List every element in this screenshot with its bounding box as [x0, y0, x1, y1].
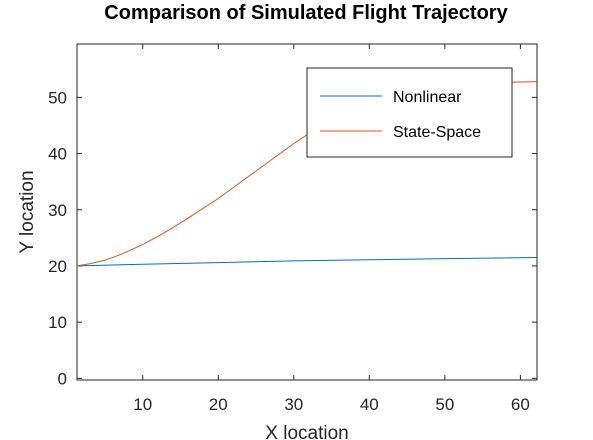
y-axis: 0 10 20 30 40 50: [48, 88, 537, 388]
legend-box: [306, 67, 513, 158]
y-tick-label: 30: [48, 201, 67, 220]
x-tick-label: 10: [133, 395, 152, 414]
x-axis-label: X location: [265, 423, 348, 440]
legend-label-state-space: State-Space: [393, 124, 481, 141]
series-line-nonlinear: [76, 257, 538, 267]
x-tick-label: 60: [511, 395, 530, 414]
y-tick-label: 0: [58, 369, 67, 388]
y-tick-label: 20: [48, 257, 67, 276]
x-tick-label: 30: [284, 395, 303, 414]
y-tick-label: 50: [48, 88, 67, 107]
y-tick-label: 10: [48, 313, 67, 332]
legend: Nonlinear State-Space: [306, 67, 513, 158]
x-axis: 10 20 30 40 50 60: [133, 44, 530, 414]
y-axis-label: Y location: [17, 170, 38, 253]
x-tick-label: 20: [209, 395, 228, 414]
chart-title: Comparison of Simulated Flight Trajector…: [104, 2, 508, 24]
y-tick-label: 40: [48, 145, 67, 164]
x-tick-label: 50: [435, 395, 454, 414]
legend-label-nonlinear: Nonlinear: [393, 89, 462, 106]
x-tick-label: 40: [360, 395, 379, 414]
